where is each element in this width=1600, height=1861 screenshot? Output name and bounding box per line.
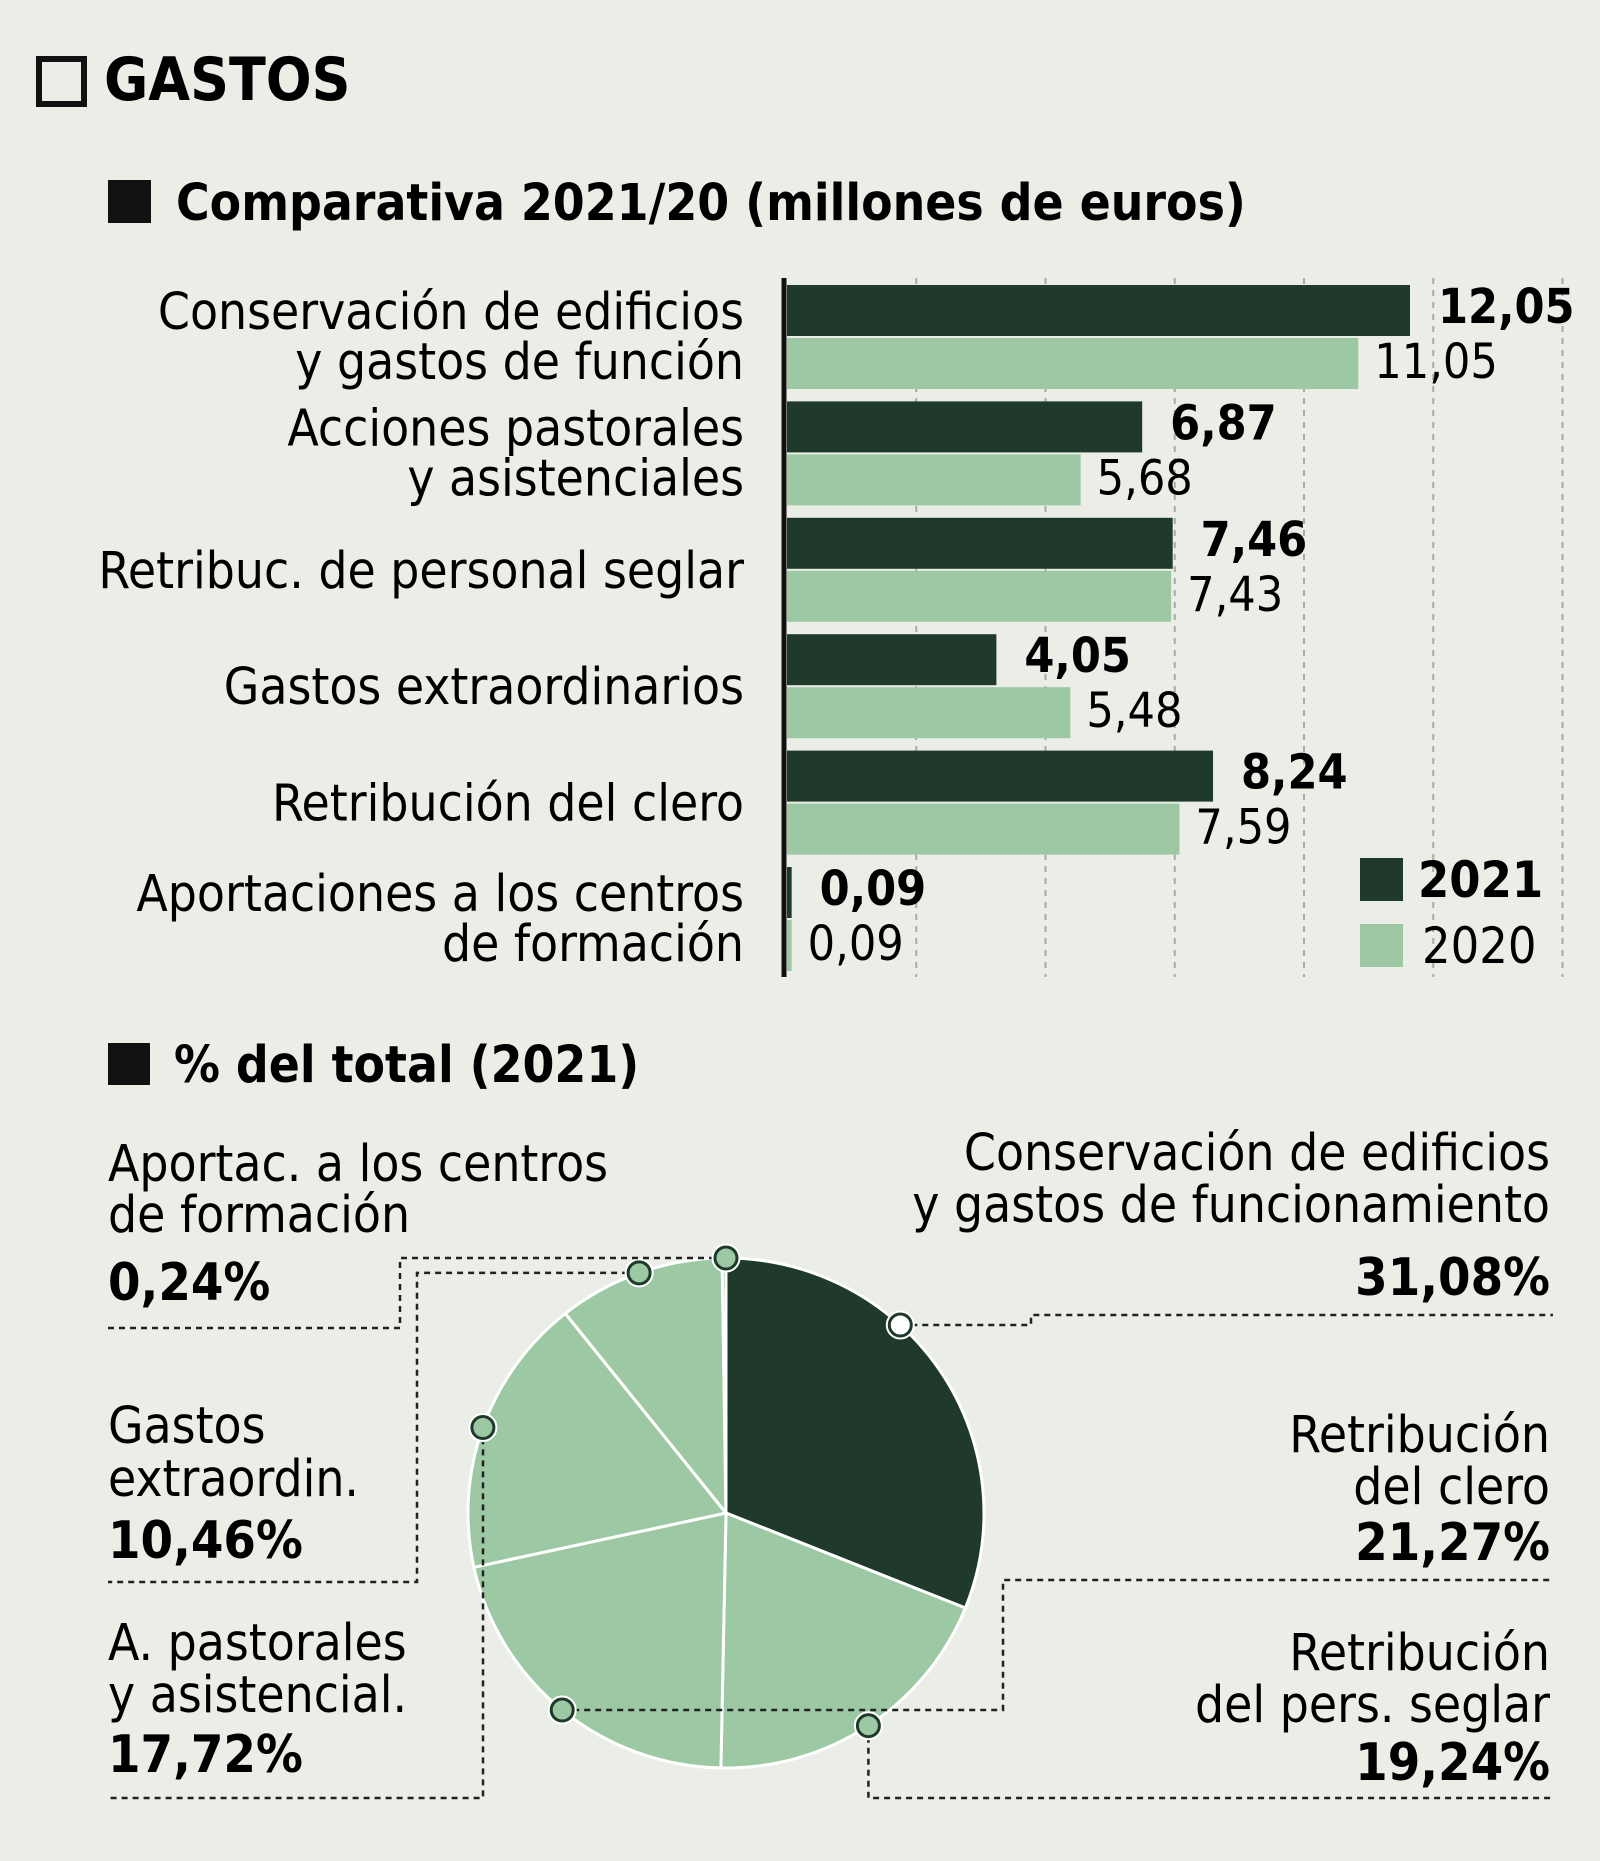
value-label-2021: 6,87 [1170, 395, 1277, 451]
leader-line [867, 1725, 1553, 1800]
category-label: y gastos de función [295, 333, 744, 392]
bar-2021 [787, 401, 1143, 453]
title-box-icon [36, 56, 87, 107]
leader-dot [887, 1312, 913, 1338]
pie-label: extraordin. [108, 1450, 359, 1509]
leader-dot [855, 1713, 881, 1739]
pie-label: de formación [108, 1186, 410, 1245]
pie-percent-label: 21,27% [1355, 1513, 1550, 1573]
value-label-2021: 8,24 [1241, 745, 1348, 801]
value-label-2021: 4,05 [1024, 628, 1131, 684]
category-label: Retribución del clero [272, 775, 744, 834]
pie-leaders [108, 1243, 1553, 1800]
bar-marks [787, 285, 1410, 971]
category-label: y asistenciales [407, 449, 744, 508]
bar-grid [781, 278, 1564, 977]
bar-2021 [787, 285, 1410, 336]
pie-label: y gastos de funcionamiento [912, 1176, 1550, 1235]
category-label: Conservación de edificios [158, 283, 744, 342]
pie-label: Retribución [1289, 1406, 1550, 1465]
pie-percent-label: 17,72% [108, 1725, 303, 1785]
legend-swatch-2020 [1360, 924, 1403, 967]
pie-percent-label: 31,08% [1355, 1248, 1550, 1308]
bar-section-title: Comparativa 2021/20 (millones de euros) [176, 174, 1246, 233]
bar-2020 [787, 687, 1071, 739]
value-label-2021: 0,09 [820, 861, 927, 917]
pie-section-square-icon [108, 1043, 150, 1085]
bar-2020 [787, 803, 1180, 855]
pie-label: Retribución [1289, 1624, 1550, 1683]
leader-dot [626, 1260, 652, 1286]
category-label: Gastos extraordinarios [224, 658, 744, 717]
value-label-2020: 7,43 [1187, 567, 1283, 623]
leader-dot [549, 1697, 575, 1723]
bar-2020 [787, 570, 1172, 622]
pie-label: del pers. seglar [1195, 1676, 1550, 1735]
bar-2021 [787, 517, 1173, 569]
pie-label: del clero [1353, 1458, 1550, 1517]
bar-2021 [787, 634, 997, 686]
leader-line [108, 1256, 726, 1330]
bar-2021 [787, 867, 792, 918]
bar-2020 [787, 454, 1081, 506]
bar-2020 [787, 920, 792, 971]
bar-2021 [787, 750, 1214, 802]
leader-dot [470, 1415, 496, 1440]
pie-label: A. pastorales [108, 1614, 407, 1673]
bar-section-square-icon [108, 180, 151, 223]
legend-swatch-2021 [1360, 858, 1403, 901]
pie-percent-label: 10,46% [108, 1511, 303, 1571]
category-label: de formación [442, 915, 744, 974]
category-label: Acciones pastorales [287, 399, 744, 458]
pie-label: Conservación de edificios [964, 1124, 1550, 1183]
pie-percent-label: 19,24% [1355, 1733, 1550, 1793]
category-label: Aportaciones a los centros [136, 865, 744, 924]
bar-2020 [787, 338, 1359, 389]
pie-section-title: % del total (2021) [174, 1036, 639, 1095]
value-label-2020: 5,48 [1086, 683, 1182, 739]
pie-percent-label: 0,24% [108, 1253, 270, 1313]
leader-line [562, 1578, 1553, 1712]
leader-line [108, 1271, 640, 1584]
pie-label: y asistencial. [108, 1666, 407, 1725]
pie-slice [724, 1256, 986, 1610]
category-label: Retribuc. de personal seglar [98, 542, 744, 601]
value-label-2020: 7,59 [1195, 800, 1291, 856]
legend-label-2020: 2020 [1422, 917, 1536, 975]
value-label-2020: 5,68 [1097, 450, 1193, 506]
pie-label: Gastos [108, 1397, 266, 1456]
page-title: GASTOS [104, 45, 351, 115]
value-label-2021: 12,05 [1438, 279, 1575, 335]
value-label-2020: 0,09 [808, 916, 904, 972]
value-label-2020: 11,05 [1374, 334, 1498, 390]
value-label-2021: 7,46 [1201, 512, 1308, 568]
leader-dot [713, 1245, 739, 1271]
bar-legend: 2021 2020 [1360, 851, 1543, 975]
pie-label: Aportac. a los centros [108, 1135, 608, 1194]
leader-line [900, 1313, 1553, 1327]
legend-label-2021: 2021 [1418, 851, 1543, 909]
